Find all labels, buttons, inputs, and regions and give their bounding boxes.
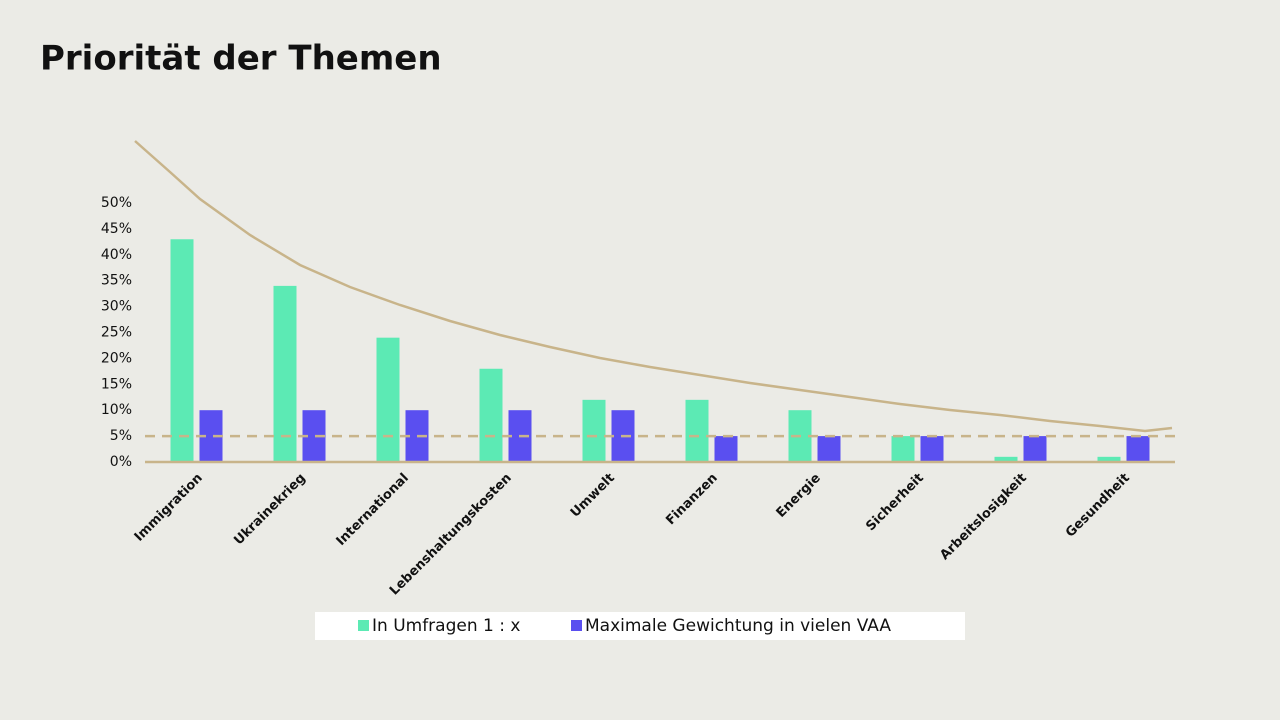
bar [714,436,738,462]
y-tick-label: 15% [101,376,132,392]
y-tick-label: 10% [101,402,132,418]
bar [817,436,841,462]
y-tick-label: 0% [110,454,132,470]
bar [199,410,223,462]
bar [376,337,400,462]
bar [1097,456,1121,462]
bar [273,285,297,462]
bar [920,436,944,462]
legend-swatch [571,620,582,631]
bar [1023,436,1047,462]
bar [170,239,194,462]
y-tick-label: 45% [101,221,132,237]
bar [685,399,709,462]
y-tick-label: 50% [101,195,132,211]
bar [994,456,1018,462]
y-tick-label: 40% [101,247,132,263]
chart-title: Priorität der Themen [40,39,442,79]
y-tick-label: 5% [110,428,132,444]
bar [891,436,915,462]
bar [1126,436,1150,462]
legend-swatch [358,620,369,631]
bar [582,399,606,462]
legend-box [315,612,965,640]
y-tick-label: 20% [101,350,132,366]
bar [302,410,326,462]
trend-curve [134,140,1173,433]
legend-label: Maximale Gewichtung in vielen VAA [585,616,891,636]
y-tick-label: 30% [101,299,132,315]
legend-label: In Umfragen 1 : x [372,616,520,636]
y-tick-label: 35% [101,273,132,289]
bar [479,368,503,462]
y-tick-label: 25% [101,325,132,341]
